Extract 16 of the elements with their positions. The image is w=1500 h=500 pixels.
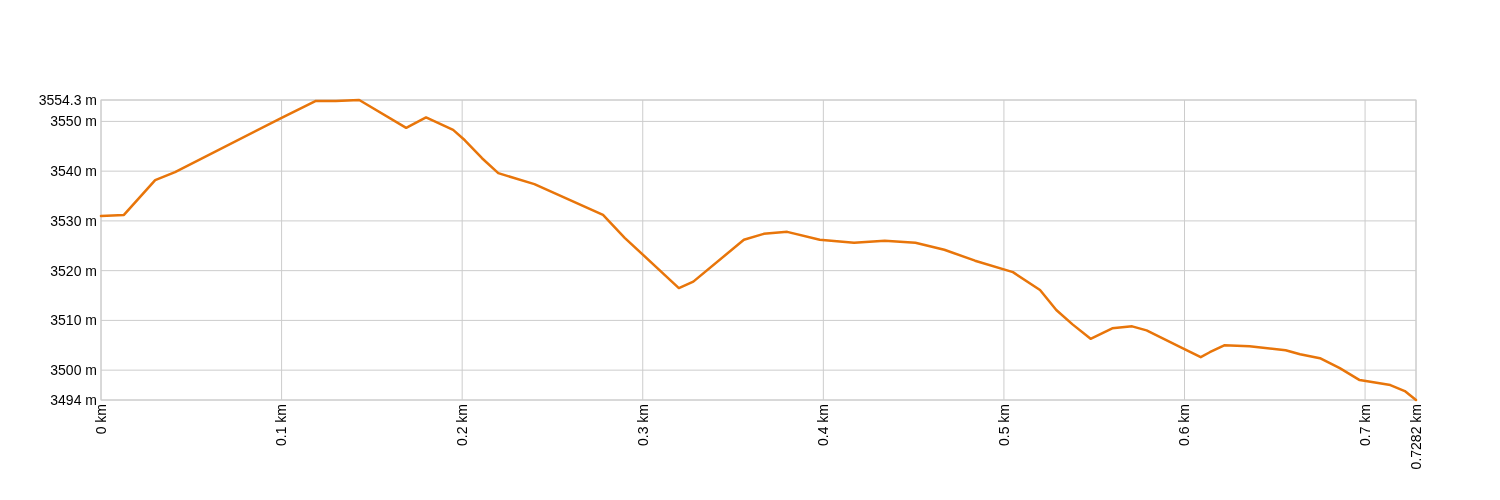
y-tick-label: 3550 m [50,113,97,130]
y-tick-label: 3554.3 m [38,91,97,108]
y-tick-label: 3520 m [50,262,97,279]
y-tick-label: 3530 m [50,212,97,229]
x-tick-label: 0.7282 km [1407,404,1424,470]
x-tick-label: 0.7 km [1356,404,1373,447]
line-series [99,98,1418,402]
y-tick-label: 3510 m [50,312,97,329]
x-tick-label: 0.6 km [1176,404,1193,447]
y-tick-label: 3500 m [50,362,97,379]
x-tick-label: 0.2 km [454,404,471,447]
x-tick-label: 0.1 km [273,404,290,447]
x-tick-label: 0.3 km [634,404,651,447]
x-tick-label: 0.4 km [815,404,832,447]
x-tick-label: 0.5 km [995,404,1012,447]
y-tick-label: 3540 m [50,163,97,180]
